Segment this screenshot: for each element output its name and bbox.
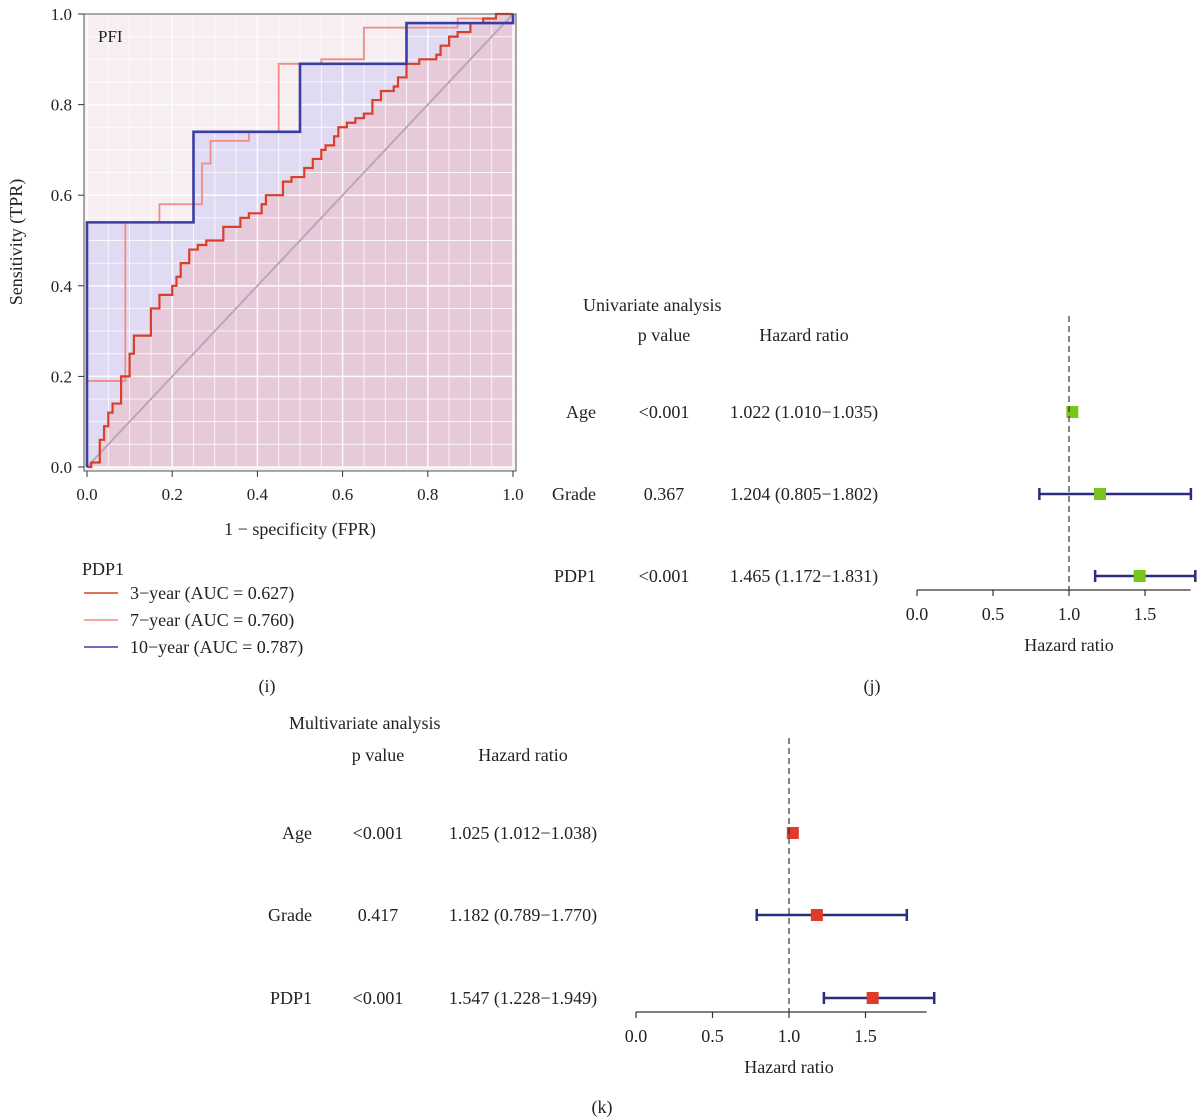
forest-row-label: Age <box>282 823 312 843</box>
legend-label-7-year: 7−year (AUC = 0.760) <box>130 610 294 631</box>
roc-x-axis-label: 1 − specificity (FPR) <box>224 519 376 540</box>
univariate-title: Univariate analysis <box>583 295 721 315</box>
forest-row-pvalue: <0.001 <box>353 823 404 843</box>
panel-label-k: (k) <box>592 1097 613 1118</box>
roc-x-tick-label: 0.8 <box>417 485 438 504</box>
roc-y-tick-label: 0.2 <box>51 367 72 386</box>
univariate-rows: Age <0.001 1.022 (1.010−1.035) Grade 0.367 1.… <box>552 402 878 587</box>
forest-hr-marker <box>1133 570 1146 582</box>
forest-row-label: Age <box>566 402 596 422</box>
forest-row-hr-text: 1.025 (1.012−1.038) <box>449 823 597 844</box>
forest-x-tick-label: 1.0 <box>778 1026 801 1046</box>
panel-label-i: (i) <box>259 676 276 697</box>
univariate-x-axis-label: Hazard ratio <box>1024 635 1113 655</box>
forest-row-label: Grade <box>552 484 596 504</box>
forest-hr-marker <box>1066 406 1079 418</box>
roc-x-tick-label: 0.2 <box>162 485 183 504</box>
roc-x-axis: 0.0 0.2 0.4 0.6 0.8 1.0 <box>76 471 524 504</box>
univariate-hr-header: Hazard ratio <box>759 325 848 345</box>
roc-line-10-year <box>85 14 515 467</box>
multivariate-plot-area: 0.0 0.5 1.0 1.5 <box>625 738 936 1046</box>
forest-row-hr-text: 1.465 (1.172−1.831) <box>730 566 878 587</box>
forest-x-tick-label: 0.5 <box>701 1026 724 1046</box>
roc-x-tick-label: 0.6 <box>332 485 353 504</box>
multivariate-hr-header: Hazard ratio <box>478 745 567 765</box>
roc-y-tick-label: 0.0 <box>51 458 72 477</box>
multivariate-title: Multivariate analysis <box>289 713 440 733</box>
forest-hr-marker <box>786 827 799 839</box>
forest-row-label: PDP1 <box>554 566 596 586</box>
roc-plot-frame <box>83 13 517 472</box>
roc-inset-label: PFI <box>98 27 123 46</box>
legend-label-3-year: 3−year (AUC = 0.627) <box>130 583 294 604</box>
multivariate-x-axis-label: Hazard ratio <box>744 1057 833 1077</box>
forest-x-tick-label: 0.5 <box>982 604 1005 624</box>
univariate-plot-area: 0.0 0.5 1.0 1.5 <box>906 316 1197 624</box>
forest-row-hr-text: 1.022 (1.010−1.035) <box>730 402 878 423</box>
forest-hr-marker <box>1094 488 1107 500</box>
forest-row-hr-text: 1.547 (1.228−1.949) <box>449 988 597 1009</box>
roc-x-tick-label: 1.0 <box>502 485 523 504</box>
multivariate-rows: Age <0.001 1.025 (1.012−1.038) Grade 0.417 1.… <box>268 823 597 1009</box>
roc-x-tick-label: 0.0 <box>76 485 97 504</box>
forest-row-hr-text: 1.204 (0.805−1.802) <box>730 484 878 505</box>
forest-row-pvalue: <0.001 <box>639 402 690 422</box>
forest-x-tick-label: 0.0 <box>625 1026 648 1046</box>
roc-line-3-year <box>87 12 513 469</box>
panel-label-j: (j) <box>864 676 881 697</box>
forest-row-pvalue: <0.001 <box>353 988 404 1008</box>
forest-hr-marker <box>866 992 879 1004</box>
roc-y-tick-label: 0.8 <box>51 96 72 115</box>
forest-x-tick-label: 1.5 <box>1134 604 1157 624</box>
univariate-forest-plot: Univariate analysis p value Hazard ratio… <box>552 295 1197 697</box>
legend-label-10-year: 10−year (AUC = 0.787) <box>130 637 303 658</box>
forest-row-label: Grade <box>268 905 312 925</box>
roc-y-axis: 0.0 0.2 0.4 0.6 0.8 1.0 <box>51 5 84 477</box>
roc-x-tick-label: 0.4 <box>247 485 269 504</box>
roc-reference-diagonal <box>86 13 514 468</box>
forest-row-pvalue: 0.417 <box>358 905 399 925</box>
roc-y-tick-label: 0.4 <box>51 277 73 296</box>
forest-row-label: PDP1 <box>270 988 312 1008</box>
roc-y-tick-label: 1.0 <box>51 5 72 24</box>
forest-row-pvalue: <0.001 <box>639 566 690 586</box>
forest-x-tick-label: 0.0 <box>906 604 929 624</box>
forest-hr-marker <box>810 909 823 921</box>
roc-y-tick-label: 0.6 <box>51 186 72 205</box>
roc-y-axis-label: Sensitivity (TPR) <box>6 179 27 306</box>
forest-x-tick-label: 1.0 <box>1058 604 1081 624</box>
univariate-pvalue-header: p value <box>638 325 690 345</box>
forest-row-hr-text: 1.182 (0.789−1.770) <box>449 905 597 926</box>
legend-title: PDP1 <box>82 559 124 579</box>
multivariate-pvalue-header: p value <box>352 745 404 765</box>
roc-series-group <box>85 12 515 469</box>
roc-legend: PDP1 3−year (AUC = 0.627) 7−year (AUC = … <box>82 559 303 658</box>
forest-x-tick-label: 1.5 <box>854 1026 877 1046</box>
forest-row-pvalue: 0.367 <box>644 484 685 504</box>
multivariate-forest-plot: Multivariate analysis p value Hazard rat… <box>268 713 936 1118</box>
roc-chart: 0.0 0.2 0.4 0.6 0.8 1.0 0.0 0.2 0.4 0.6 0.8 1.0 PF… <box>6 5 524 697</box>
